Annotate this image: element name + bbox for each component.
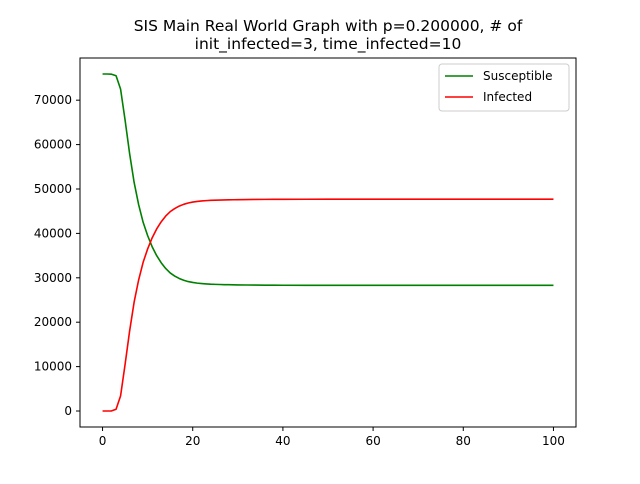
x-axis: 0 20 40 60 80 100 (99, 427, 565, 448)
y-tick-label: 30000 (34, 271, 72, 285)
legend-label-infected: Infected (483, 90, 532, 104)
legend: Susceptible Infected (438, 63, 570, 112)
x-tick-label: 100 (542, 434, 565, 448)
x-tick-label: 20 (185, 434, 200, 448)
series-layer (102, 73, 554, 412)
x-tick-label: 60 (365, 434, 380, 448)
x-tick-label: 0 (99, 434, 107, 448)
y-tick-label: 40000 (34, 226, 72, 240)
chart-title-line1: SIS Main Real World Graph with p=0.20000… (134, 17, 523, 35)
plot-frame (79, 57, 577, 428)
y-tick-label: 50000 (34, 182, 72, 196)
y-tick-label: 20000 (34, 315, 72, 329)
y-tick-label: 10000 (34, 360, 72, 374)
y-tick-label: 70000 (34, 93, 72, 107)
y-tick-label: 60000 (34, 138, 72, 152)
legend-label-susceptible: Susceptible (483, 69, 552, 83)
x-tick-label: 40 (275, 434, 290, 448)
y-axis: 0 10000 20000 30000 40000 50000 60000 70000 (34, 93, 80, 418)
y-tick-label: 0 (64, 404, 72, 418)
series-line-infected (102, 198, 554, 412)
series-line-susceptible (102, 73, 554, 287)
x-tick-label: 80 (456, 434, 471, 448)
chart-title-line2: init_infected=3, time_infected=10 (195, 35, 462, 54)
